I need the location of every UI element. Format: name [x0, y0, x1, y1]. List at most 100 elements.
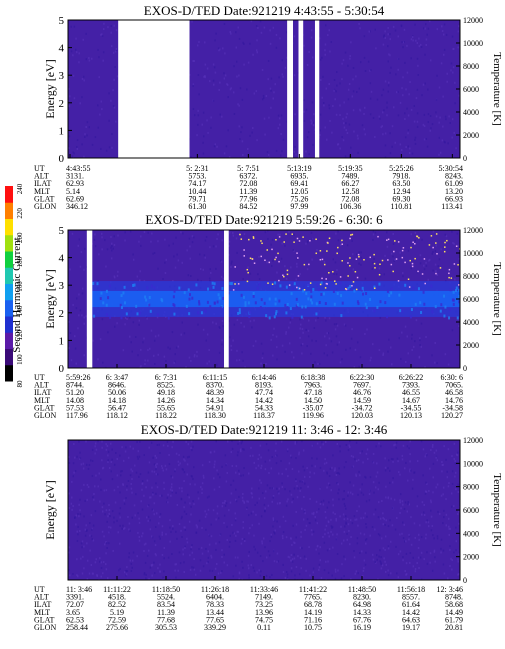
ephemeris-value: 118.12: [106, 411, 128, 420]
band-cell: [340, 294, 343, 298]
heatmap-cell: [141, 480, 144, 483]
heatmap-cell: [96, 573, 98, 576]
heatmap-cell: [379, 316, 382, 319]
heatmap-cell: [124, 323, 126, 326]
heatmap-cell: [427, 113, 430, 116]
heatmap-cell: [374, 231, 377, 234]
heatmap-cell: [205, 339, 208, 342]
heatmap-cell: [116, 457, 119, 460]
heatmap-cell: [286, 576, 289, 579]
heatmap-cell: [315, 548, 317, 551]
heatmap-cell: [226, 440, 229, 443]
heatmap-cell: [407, 352, 410, 355]
heatmap-cell: [248, 532, 250, 535]
heatmap-cell: [440, 538, 443, 541]
heatmap-cell: [131, 470, 134, 473]
heatmap-cell: [149, 519, 152, 522]
heatmap-cell: [271, 487, 274, 490]
heatmap-cell: [416, 125, 419, 128]
heatmap-cell: [235, 60, 238, 63]
heatmap-cell: [184, 528, 187, 531]
heatmap-cell: [192, 60, 194, 63]
heatmap-cell: [314, 516, 316, 519]
heatmap-cell: [206, 67, 209, 70]
heatmap-cell: [242, 492, 244, 495]
heatmap-cell: [72, 573, 74, 576]
heatmap-cell: [438, 136, 441, 139]
heatmap-cell: [221, 465, 223, 468]
heatmap-cell: [235, 237, 238, 240]
heatmap-cell: [300, 531, 302, 534]
heatmap-cell: [258, 522, 260, 525]
heatmap-cell: [228, 240, 231, 243]
heatmap-cell: [375, 445, 377, 448]
ephemeris-value: 8193.: [255, 381, 273, 390]
heatmap-cell: [166, 501, 168, 504]
scatter-dot: [432, 246, 434, 249]
heatmap-cell: [293, 487, 296, 490]
heatmap-cell: [111, 458, 113, 461]
heatmap-cell: [413, 345, 415, 348]
heatmap-cell: [392, 255, 394, 258]
ephemeris-value: 0.11: [257, 623, 271, 632]
heatmap-cell: [324, 49, 326, 52]
heatmap-cell: [235, 534, 237, 537]
heatmap-cell: [413, 471, 416, 474]
heatmap-cell: [291, 560, 294, 563]
heatmap-cell: [303, 44, 305, 47]
heatmap-cell: [432, 534, 434, 537]
heatmap-cell: [175, 346, 178, 349]
heatmap-cell: [218, 49, 220, 52]
heatmap-cell: [74, 347, 77, 350]
ephemeris-value: 64.63: [402, 615, 420, 624]
heatmap-cell: [330, 489, 333, 492]
ephemeris-value: 110.81: [391, 202, 413, 211]
heatmap-cell: [262, 537, 265, 540]
heatmap-cell: [269, 576, 271, 579]
heatmap-cell: [215, 518, 217, 521]
heatmap-cell: [106, 445, 109, 448]
heatmap-cell: [302, 331, 304, 334]
heatmap-cell: [198, 548, 200, 551]
band-cell: [120, 294, 123, 298]
heatmap-cell: [207, 550, 210, 553]
heatmap-cell: [299, 323, 302, 326]
heatmap-cell: [346, 532, 348, 535]
heatmap-cell: [457, 553, 460, 556]
heatmap-cell: [380, 126, 382, 129]
heatmap-cell: [434, 361, 436, 364]
heatmap-cell: [416, 505, 419, 508]
band-cell: [349, 284, 352, 288]
heatmap-cell: [215, 548, 217, 551]
heatmap-cell: [279, 154, 282, 157]
ephemeris-value: 8230.: [353, 593, 371, 602]
heatmap-cell: [153, 463, 156, 466]
heatmap-cell: [435, 270, 437, 273]
band-cell: [229, 282, 232, 286]
heatmap-cell: [153, 513, 156, 516]
heatmap-cell: [223, 77, 226, 80]
heatmap-cell: [186, 463, 189, 466]
heatmap-cell: [252, 454, 254, 457]
heatmap-cell: [384, 570, 387, 573]
data-gap: [118, 19, 190, 159]
heatmap-cell: [362, 516, 365, 519]
heatmap-cell: [257, 464, 260, 467]
heatmap-cell: [83, 567, 85, 570]
heatmap-cell: [359, 61, 362, 64]
heatmap-cell: [392, 25, 395, 28]
ephemeris-value: 258.44: [66, 623, 88, 632]
heatmap-cell: [213, 488, 216, 491]
scatter-dot: [266, 249, 269, 251]
heatmap-cell: [272, 517, 275, 520]
heatmap-cell: [233, 65, 235, 68]
heatmap-cell: [379, 560, 381, 563]
heatmap-cell: [198, 519, 201, 522]
heatmap-cell: [119, 567, 121, 570]
band-cell: [307, 297, 310, 301]
heatmap-cell: [312, 124, 315, 127]
energy-band: [87, 281, 460, 320]
heatmap-cell: [383, 273, 386, 276]
heatmap-cell: [387, 467, 389, 470]
heatmap-cell: [391, 524, 394, 527]
